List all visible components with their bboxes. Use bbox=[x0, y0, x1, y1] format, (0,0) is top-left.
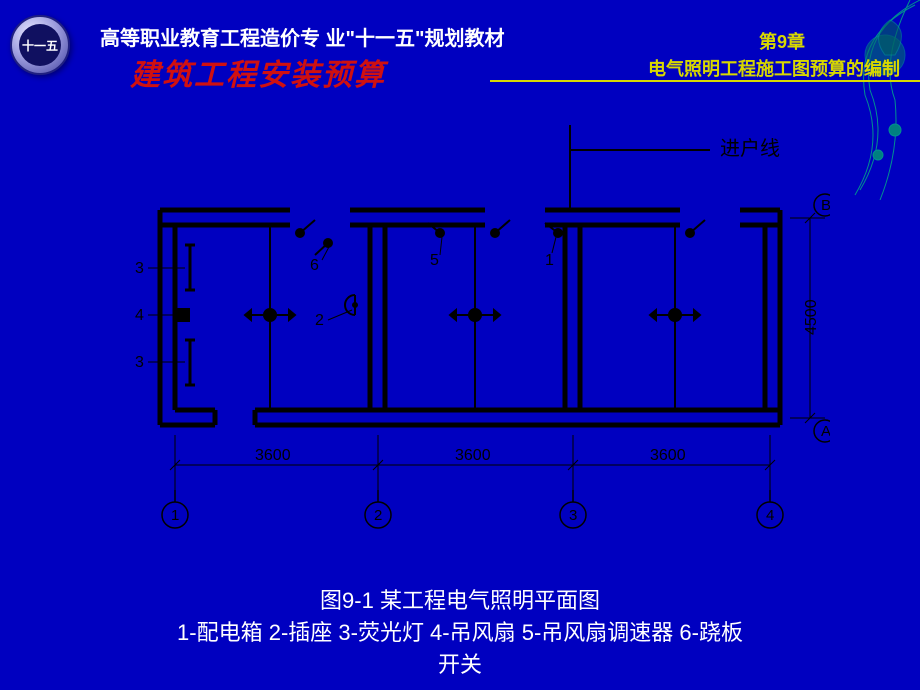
caption-title: 图9-1 某工程电气照明平面图 bbox=[0, 585, 920, 617]
svg-text:2: 2 bbox=[374, 507, 382, 524]
svg-text:B: B bbox=[821, 197, 830, 214]
svg-text:1: 1 bbox=[171, 507, 179, 524]
logo-text: 十一五 bbox=[19, 24, 61, 66]
svg-text:1: 1 bbox=[545, 252, 554, 269]
svg-text:4: 4 bbox=[135, 307, 144, 324]
caption-legend2: 开关 bbox=[0, 649, 920, 681]
svg-text:3: 3 bbox=[135, 260, 144, 277]
chapter-underline bbox=[490, 80, 920, 82]
chapter-subtitle: 电气照明工程施工图预算的编制 bbox=[648, 55, 900, 81]
svg-text:3: 3 bbox=[569, 507, 577, 524]
svg-text:A: A bbox=[821, 423, 830, 440]
svg-text:5: 5 bbox=[430, 252, 439, 269]
figure-caption: 图9-1 某工程电气照明平面图 1-配电箱 2-插座 3-荧光灯 4-吊风扇 5… bbox=[0, 585, 920, 681]
svg-text:3600: 3600 bbox=[455, 447, 491, 464]
svg-text:2: 2 bbox=[315, 312, 324, 329]
header-title: 建筑工程安装预算 bbox=[130, 50, 386, 94]
svg-text:3600: 3600 bbox=[650, 447, 686, 464]
svg-text:4500: 4500 bbox=[803, 299, 820, 335]
chapter-label: 第9章 bbox=[759, 28, 805, 54]
svg-text:6: 6 bbox=[310, 257, 319, 274]
svg-text:4: 4 bbox=[766, 507, 774, 524]
caption-legend: 1-配电箱 2-插座 3-荧光灯 4-吊风扇 5-吊风扇调速器 6-跷板 bbox=[0, 617, 920, 649]
svg-text:3: 3 bbox=[135, 354, 144, 371]
header-subtitle: 高等职业教育工程造价专 业"十一五"规划教材 bbox=[100, 22, 505, 51]
floor-plan-diagram: 进户线 bbox=[90, 115, 830, 575]
incoming-line-label: 进户线 bbox=[720, 137, 780, 160]
logo-badge: 十一五 bbox=[10, 15, 70, 75]
distribution-box-icon bbox=[176, 308, 190, 322]
svg-text:3600: 3600 bbox=[255, 447, 291, 464]
